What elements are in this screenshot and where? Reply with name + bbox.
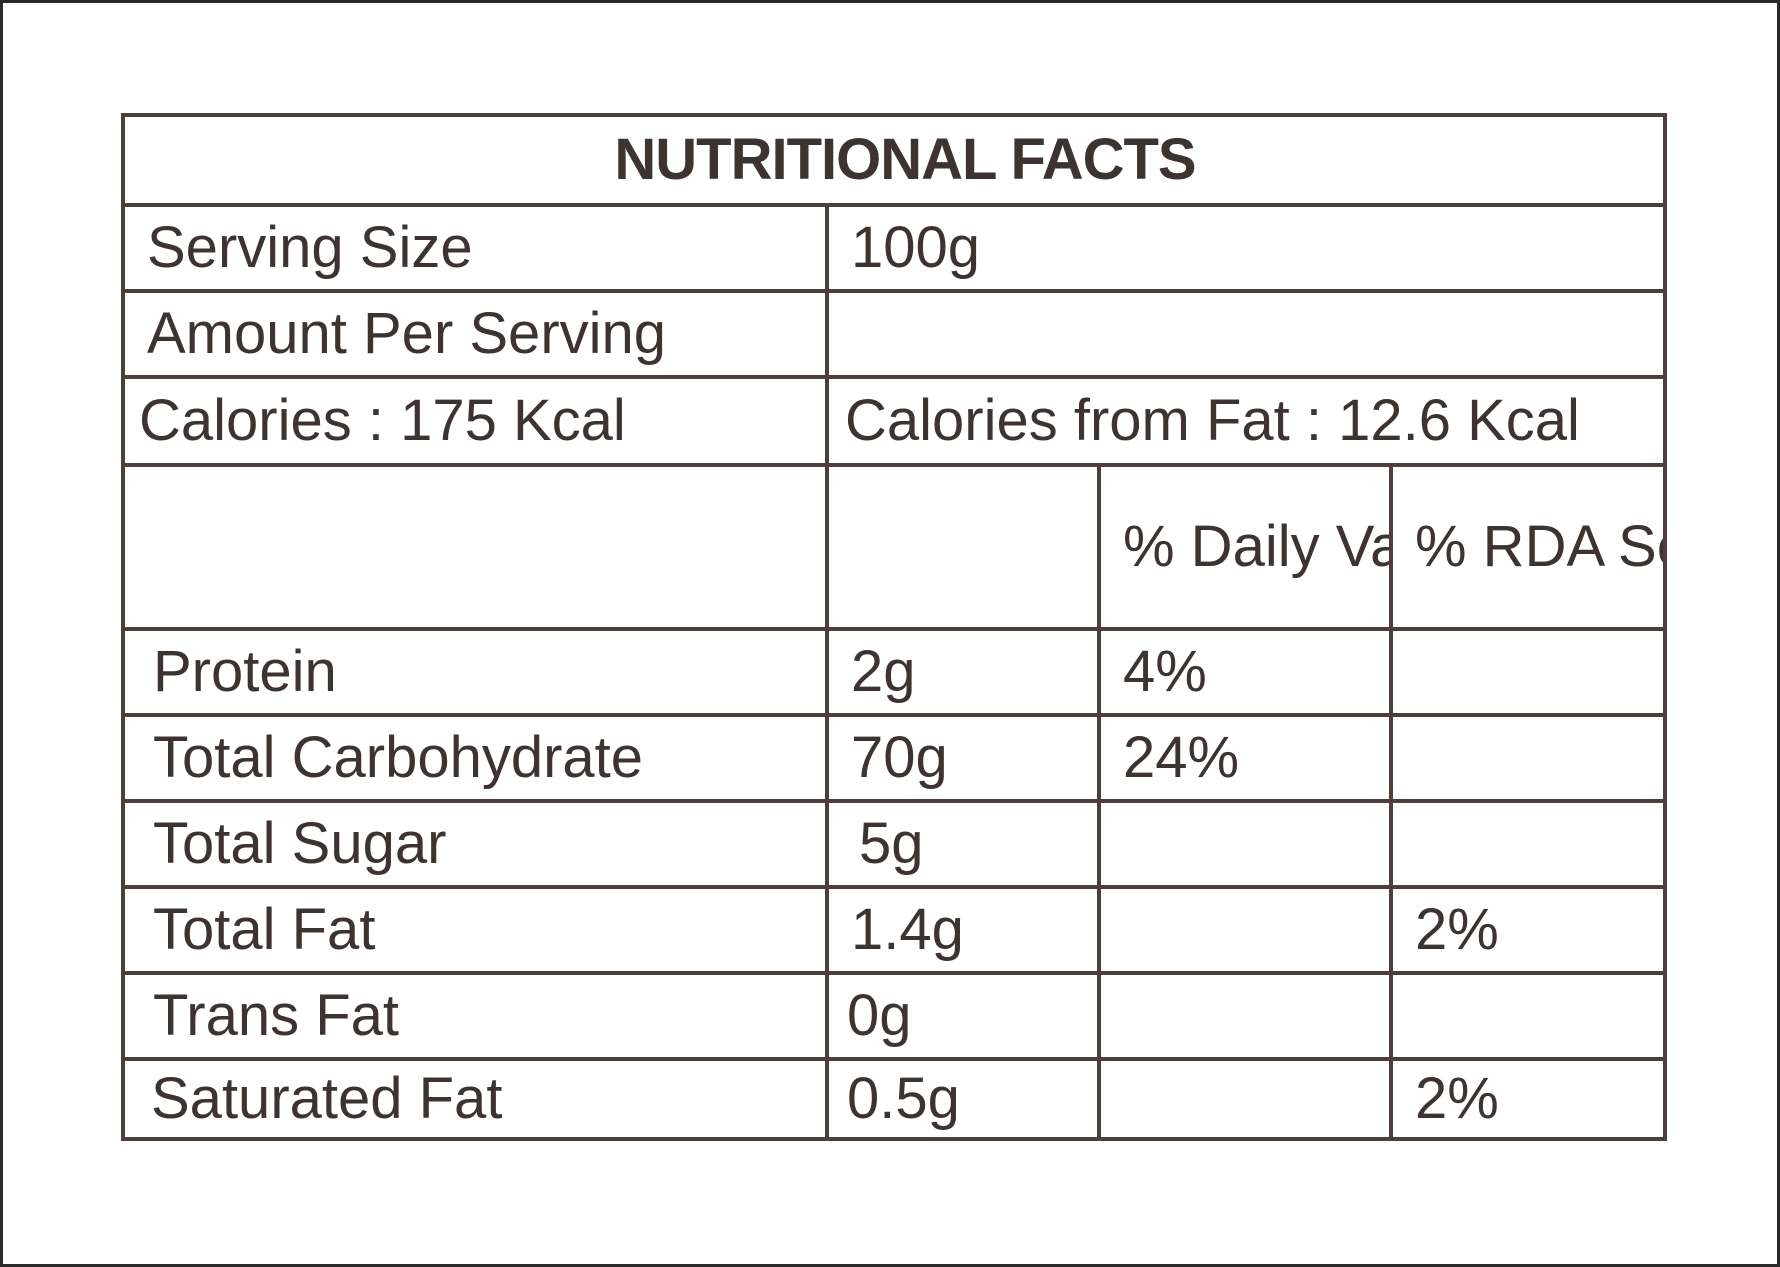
nutrient-amount: 5g <box>825 799 1101 889</box>
nutrient-amount: 0g <box>825 971 1101 1061</box>
nutrient-daily-value <box>1097 1057 1393 1141</box>
nutrient-name: Total Sugar <box>121 799 829 889</box>
amount-per-serving-label: Amount Per Serving <box>121 289 829 379</box>
serving-size-label: Serving Size <box>121 203 829 293</box>
table-row: Trans Fat 0g <box>121 971 1667 1061</box>
nutrient-amount: 0.5g <box>825 1057 1101 1141</box>
calories-row: Calories : 175 Kcal Calories from Fat : … <box>121 375 1667 467</box>
table-row: Total Fat 1.4g 2% <box>121 885 1667 975</box>
nutrient-name: Protein <box>121 627 829 717</box>
table-row: Total Sugar 5g <box>121 799 1667 889</box>
table-row: Total Carbohydrate 70g 24% <box>121 713 1667 803</box>
calories-from-fat-text: Calories from Fat : 12.6 Kcal <box>825 375 1667 467</box>
header-empty-name <box>121 463 829 631</box>
rda-serve-header: % RDA Serve <box>1389 463 1667 631</box>
nutrient-daily-value: 24% <box>1097 713 1393 803</box>
title-row: NUTRITIONAL FACTS <box>121 113 1667 207</box>
header-empty-amount <box>825 463 1101 631</box>
nutrient-amount: 2g <box>825 627 1101 717</box>
nutrition-facts-table: NUTRITIONAL FACTS Serving Size 100g Amou… <box>121 113 1667 1141</box>
nutrient-name: Trans Fat <box>121 971 829 1061</box>
nutrient-amount: 1.4g <box>825 885 1101 975</box>
amount-per-serving-row: Amount Per Serving <box>121 289 1667 379</box>
nutrient-amount: 70g <box>825 713 1101 803</box>
column-header-row: % Daily Value % RDA Serve <box>121 463 1667 631</box>
table-row: Protein 2g 4% <box>121 627 1667 717</box>
nutrient-rda: 2% <box>1389 885 1667 975</box>
nutrient-rda: 2% <box>1389 1057 1667 1141</box>
nutrient-rda <box>1389 799 1667 889</box>
nutrient-rda <box>1389 627 1667 717</box>
nutrient-daily-value <box>1097 971 1393 1061</box>
serving-size-value: 100g <box>825 203 1667 293</box>
nutrient-daily-value <box>1097 885 1393 975</box>
daily-value-header: % Daily Value <box>1097 463 1393 631</box>
nutrient-name: Total Fat <box>121 885 829 975</box>
calories-text: Calories : 175 Kcal <box>121 375 829 467</box>
table-title: NUTRITIONAL FACTS <box>121 113 1667 207</box>
nutrient-daily-value <box>1097 799 1393 889</box>
nutrient-name: Saturated Fat <box>121 1057 829 1141</box>
nutrient-daily-value: 4% <box>1097 627 1393 717</box>
serving-size-row: Serving Size 100g <box>121 203 1667 293</box>
amount-per-serving-empty <box>825 289 1667 379</box>
nutrient-rda <box>1389 971 1667 1061</box>
nutrient-rda <box>1389 713 1667 803</box>
nutrient-name: Total Carbohydrate <box>121 713 829 803</box>
table-row: Saturated Fat 0.5g 2% <box>121 1057 1667 1141</box>
